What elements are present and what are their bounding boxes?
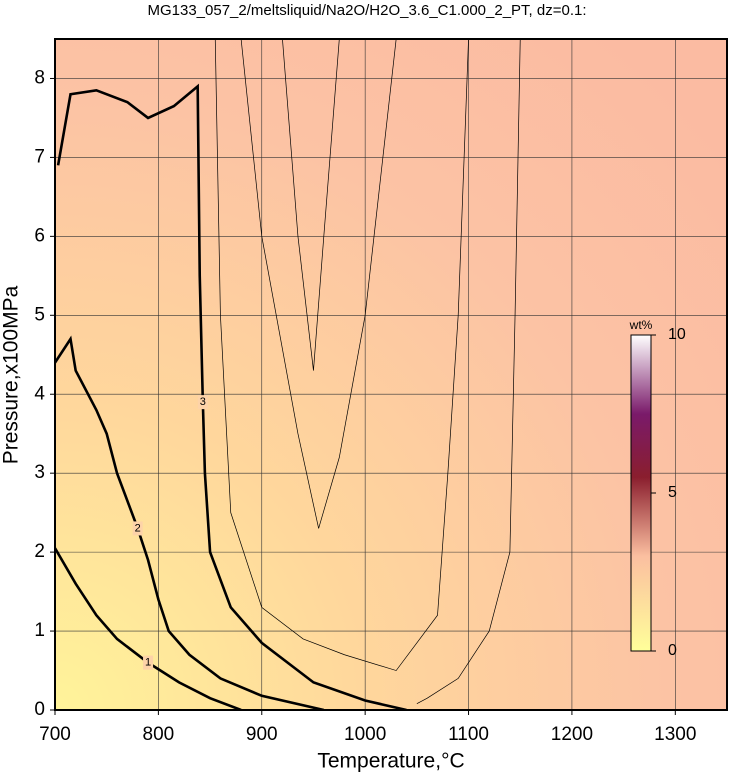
colorbar-tick-label: 0 (668, 642, 677, 659)
y-tick-label: 1 (34, 620, 45, 641)
y-tick-label: 7 (34, 146, 45, 167)
contour-line (282, 39, 340, 371)
colorbar-tick-label: 5 (668, 484, 677, 501)
x-tick-label: 1000 (344, 724, 386, 745)
contour-line (56, 83, 407, 710)
y-tick-label: 6 (34, 225, 45, 246)
x-tick-label: 1300 (654, 724, 696, 745)
contour-line (214, 39, 469, 671)
y-tick-label: 3 (34, 462, 45, 483)
contour-label: 2 (135, 522, 141, 534)
x-axis-label: Temperature,°C (317, 750, 464, 773)
contour-label-bg (143, 655, 154, 670)
x-tick-label: 900 (246, 724, 278, 745)
x-tick-label: 1200 (551, 724, 593, 745)
y-tick-label: 4 (34, 383, 45, 404)
contour-line (240, 39, 397, 529)
y-axis-label: Pressure,x100MPa (0, 285, 23, 464)
contour-label: 3 (200, 396, 206, 408)
contour-label-bg (132, 521, 143, 536)
colorbar-tick-label: 10 (668, 326, 686, 343)
y-tick-label: 2 (34, 541, 45, 562)
field (55, 39, 727, 710)
colorbar-label: wt% (629, 318, 653, 332)
y-tick-label: 8 (34, 67, 45, 88)
y-tick-label: 0 (34, 699, 45, 720)
contour-line (416, 39, 521, 704)
contour-label-bg (197, 395, 208, 410)
frame (54, 38, 728, 711)
contour-label: 1 (145, 657, 151, 669)
x-tick-label: 800 (143, 724, 175, 745)
x-tick-label: 1100 (448, 724, 489, 745)
colorbar (630, 334, 652, 652)
x-tick-label: 700 (39, 724, 71, 745)
chart-title: MG133_057_2/meltsliquid/Na2O/H2O_3.6_C1.… (147, 2, 586, 19)
y-tick-label: 5 (34, 304, 45, 325)
contour-line (55, 547, 242, 710)
